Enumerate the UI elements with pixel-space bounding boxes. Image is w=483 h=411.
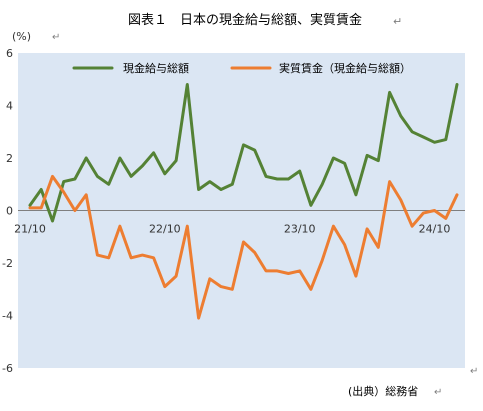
y-axis-unit: (%) <box>12 30 31 43</box>
y-tick-label: -2 <box>2 257 13 270</box>
x-tick-label: 21/10 <box>14 223 46 236</box>
title-return-mark: ↵ <box>393 15 402 28</box>
corner-return-mark: ↵ <box>470 366 478 377</box>
x-tick-label: 22/10 <box>149 223 181 236</box>
y-tick-label: -6 <box>2 362 13 375</box>
x-tick-label: 23/10 <box>284 223 316 236</box>
source-return-mark: ↵ <box>434 387 442 398</box>
x-axis: 21/10 22/10 23/10 24/10 <box>14 223 450 236</box>
legend-label-2: 実質賃金（現金給与総額） <box>279 61 411 75</box>
series-line-1 <box>28 83 459 223</box>
chart-title: 図表１ 日本の現金給与総額、実質賃金 <box>128 12 362 28</box>
y-tick-label: 4 <box>6 100 13 113</box>
series-line-2 <box>28 174 459 320</box>
y-tick-label: -4 <box>2 310 13 323</box>
y-axis: 6 4 2 0 -2 -4 -6 <box>2 47 13 375</box>
y-tick-label: 2 <box>6 152 13 165</box>
y-tick-label: 0 <box>6 205 13 218</box>
source-note: (出典）総務省 <box>348 384 418 398</box>
series-lines <box>28 83 459 320</box>
legend: 現金給与総額 実質賃金（現金給与総額） <box>72 61 411 75</box>
y-tick-label: 6 <box>6 47 13 60</box>
x-tick-label: 24/10 <box>419 223 451 236</box>
unit-return-mark: ↵ <box>52 32 60 43</box>
legend-label-1: 現金給与総額 <box>123 61 189 75</box>
